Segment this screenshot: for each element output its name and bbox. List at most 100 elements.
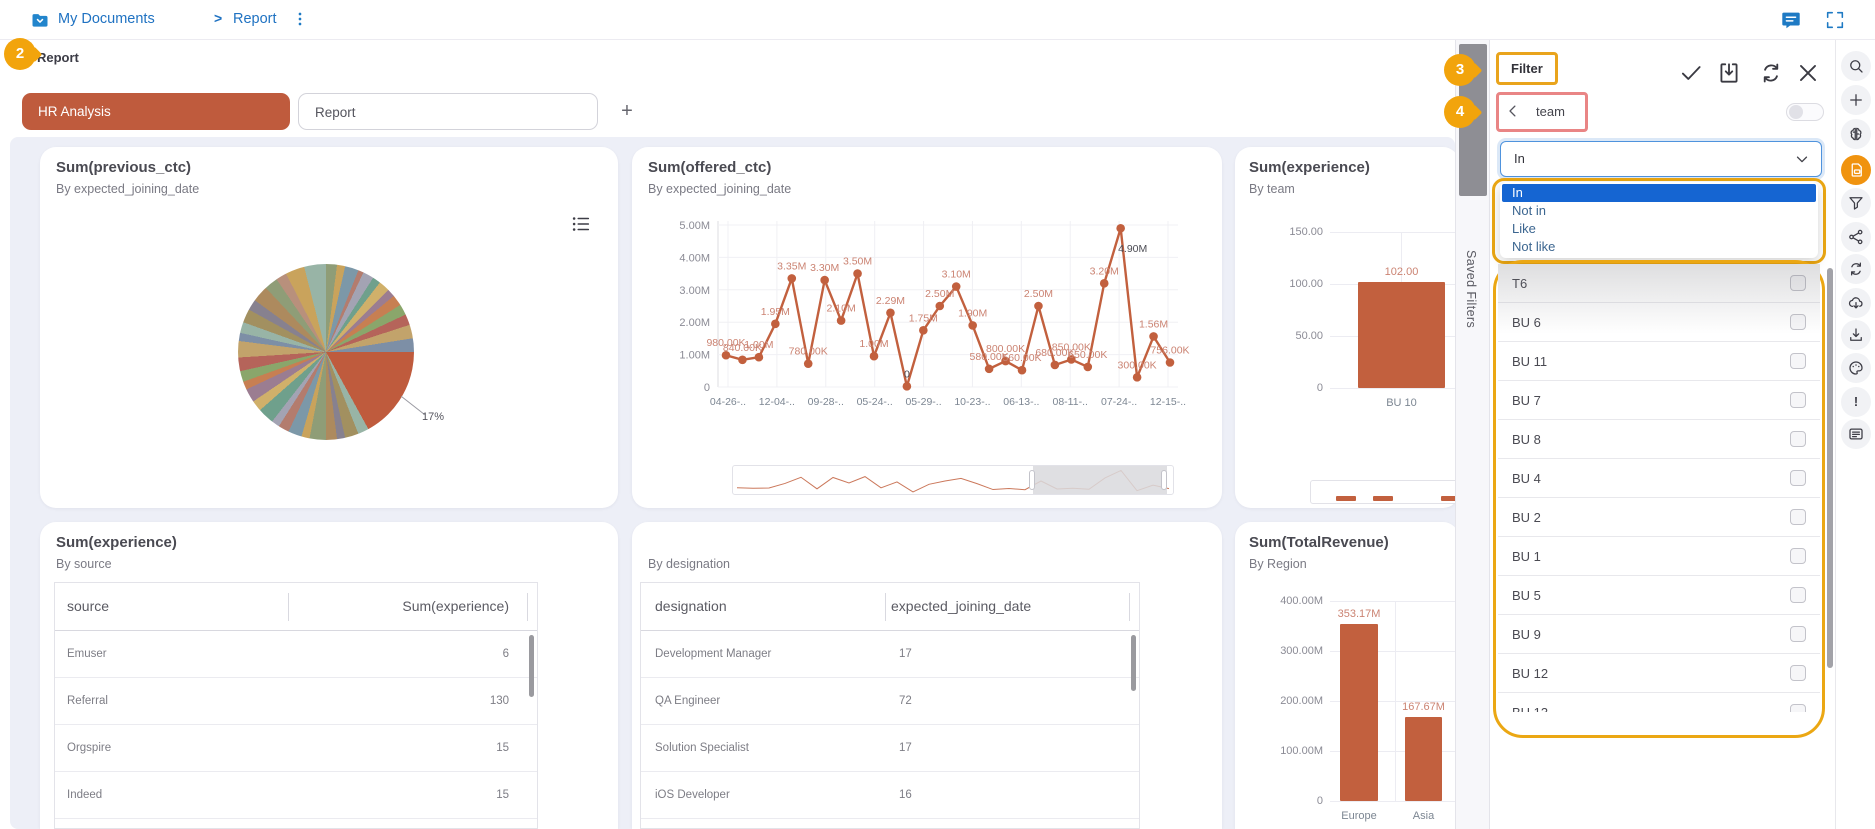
rail-button-share[interactable] <box>1841 222 1871 252</box>
filter-value-row-bu-12[interactable]: BU 12 <box>1498 654 1820 693</box>
filter-value-label: BU 13 <box>1512 704 1549 713</box>
filter-value-label: T6 <box>1512 275 1528 291</box>
column-header: Sum(experience) <box>402 598 509 614</box>
back-chevron-icon[interactable] <box>1504 102 1522 120</box>
card-subtitle: By team <box>1249 182 1295 196</box>
card-experience-by-team: Sum(experience) By team 150.00 100.00 50.0… <box>1235 147 1459 508</box>
filter-value-row-t6[interactable]: T6 <box>1498 264 1820 303</box>
close-button[interactable] <box>1795 60 1821 86</box>
rail-button-alert[interactable]: ! <box>1841 387 1871 417</box>
annotation-badge-3: 3 <box>1444 54 1476 86</box>
add-tab-button[interactable]: + <box>621 100 633 122</box>
filter-value-row-bu-2[interactable]: BU 2 <box>1498 498 1820 537</box>
svg-text:07-24-..: 07-24-.. <box>1101 396 1137 408</box>
pie-chart[interactable] <box>238 264 414 440</box>
refresh-icon <box>1841 262 1871 288</box>
rail-button-add[interactable] <box>1841 85 1871 115</box>
table-row: Emuser 6 <box>55 631 537 678</box>
filter-value-checkbox[interactable] <box>1790 275 1806 291</box>
svg-text:05-29-..: 05-29-.. <box>905 396 941 408</box>
card-title: Sum(TotalRevenue) <box>1249 534 1389 551</box>
rail-button-report-card[interactable] <box>1841 155 1871 185</box>
filter-value-row-bu-5[interactable]: BU 5 <box>1498 576 1820 615</box>
svg-text:2.29M: 2.29M <box>876 295 905 307</box>
svg-text:06-13-..: 06-13-.. <box>1003 396 1039 408</box>
rail-button-export-download[interactable] <box>1841 320 1871 350</box>
range-slider-selection[interactable] <box>1033 466 1167 494</box>
svg-text:780.00K: 780.00K <box>789 346 828 358</box>
legend-list-icon[interactable] <box>570 213 592 235</box>
reset-button[interactable] <box>1758 60 1784 86</box>
range-slider[interactable] <box>732 465 1174 495</box>
filter-value-checkbox[interactable] <box>1790 587 1806 603</box>
column-divider <box>885 593 886 621</box>
breadcrumb-current[interactable]: Report <box>233 11 277 27</box>
svg-text:1.95M: 1.95M <box>761 306 790 318</box>
card-title: Sum(experience) <box>1249 159 1370 176</box>
filter-value-row-bu-9[interactable]: BU 9 <box>1498 615 1820 654</box>
filter-value-checkbox[interactable] <box>1790 548 1806 564</box>
rail-button-ask-insights[interactable] <box>1841 119 1871 149</box>
rail-button-filter[interactable] <box>1841 188 1871 218</box>
filter-value-checkbox[interactable] <box>1790 665 1806 681</box>
bar-BU 10[interactable] <box>1358 281 1445 388</box>
page-title: Report <box>37 50 79 65</box>
bar-Asia[interactable] <box>1405 717 1442 801</box>
team-range-slider[interactable] <box>1310 480 1458 504</box>
cell: 17 <box>899 742 912 754</box>
operator-option-like[interactable]: Like <box>1512 221 1536 236</box>
filter-value-label: BU 2 <box>1512 509 1541 525</box>
svg-text:3.10M: 3.10M <box>942 269 971 281</box>
filter-value-checkbox[interactable] <box>1790 470 1806 486</box>
bar-value-label: 353.17M <box>1337 608 1381 621</box>
filter-value-row-bu-8[interactable]: BU 8 <box>1498 420 1820 459</box>
filter-value-checkbox[interactable] <box>1790 353 1806 369</box>
filter-value-row-bu-13[interactable]: BU 13 <box>1498 693 1820 712</box>
rail-button-theme-palette[interactable] <box>1841 353 1871 383</box>
rail-button-comments[interactable] <box>1841 419 1871 449</box>
filter-values-list: T6 BU 6 BU 11 BU 7 BU 8 BU 4 BU 2 BU 1 BU 5 BU 9 B… <box>1498 264 1820 712</box>
filter-value-row-bu-4[interactable]: BU 4 <box>1498 459 1820 498</box>
filter-list-scrollbar[interactable] <box>1827 268 1833 668</box>
card-experience-by-source: Sum(experience) By source source Sum(expe… <box>40 522 618 829</box>
fullscreen-icon[interactable] <box>1824 9 1846 31</box>
filter-value-row-bu-1[interactable]: BU 1 <box>1498 537 1820 576</box>
filter-value-checkbox[interactable] <box>1790 314 1806 330</box>
bar-Europe[interactable] <box>1340 624 1378 801</box>
column-header: expected_joining_date <box>891 598 1032 614</box>
x-axis-label: BU 10 <box>1386 397 1417 409</box>
saved-filters-label[interactable]: Saved Filters <box>1464 250 1478 329</box>
filter-value-checkbox[interactable] <box>1790 392 1806 408</box>
operator-option-not-like[interactable]: Not like <box>1512 239 1556 254</box>
tab-report[interactable]: Report <box>298 93 598 130</box>
filter-value-checkbox[interactable] <box>1790 431 1806 447</box>
column-header: designation <box>655 598 727 614</box>
table-scrollbar[interactable] <box>529 635 534 697</box>
rail-button-cloud-download[interactable] <box>1841 288 1871 318</box>
operator-select[interactable]: In <box>1500 141 1822 177</box>
range-slider-handle-right[interactable] <box>1161 470 1167 490</box>
filter-value-row-bu-11[interactable]: BU 11 <box>1498 342 1820 381</box>
card-revenue-by-region: Sum(TotalRevenue) By Region 400.00M 300.0… <box>1235 522 1459 829</box>
filter-value-checkbox[interactable] <box>1790 704 1806 712</box>
save-button[interactable] <box>1716 60 1742 86</box>
svg-text:3.00M: 3.00M <box>679 285 710 297</box>
chat-comments-icon[interactable] <box>1780 9 1802 31</box>
table-row: Indeed 15 <box>55 772 537 819</box>
tab-hr-analysis[interactable]: HR Analysis <box>22 93 290 130</box>
filter-value-row-bu-7[interactable]: BU 7 <box>1498 381 1820 420</box>
range-slider-handle-left[interactable] <box>1029 470 1035 490</box>
filter-value-checkbox[interactable] <box>1790 509 1806 525</box>
breadcrumb-root[interactable]: My Documents <box>58 11 155 27</box>
rail-button-search[interactable] <box>1841 51 1871 81</box>
kebab-menu-icon[interactable] <box>292 11 308 27</box>
operator-option-in[interactable]: In <box>1502 184 1816 202</box>
rail-button-refresh[interactable] <box>1841 254 1871 284</box>
filter-toggle[interactable] <box>1786 103 1824 121</box>
x-axis-label: Europe <box>1341 810 1377 822</box>
filter-value-row-bu-6[interactable]: BU 6 <box>1498 303 1820 342</box>
operator-option-not-in[interactable]: Not in <box>1512 203 1546 218</box>
table-scrollbar[interactable] <box>1131 635 1136 691</box>
filter-value-checkbox[interactable] <box>1790 626 1806 642</box>
apply-button[interactable] <box>1678 60 1704 86</box>
